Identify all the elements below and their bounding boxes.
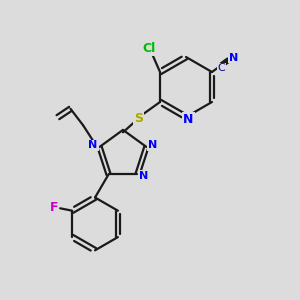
Text: S: S — [134, 112, 143, 125]
Text: N: N — [88, 140, 98, 150]
Text: N: N — [139, 171, 148, 181]
Text: N: N — [229, 52, 239, 63]
Text: F: F — [50, 201, 58, 214]
Text: N: N — [183, 113, 194, 126]
Text: C: C — [218, 63, 226, 74]
Text: Cl: Cl — [142, 42, 155, 56]
Text: N: N — [148, 140, 157, 150]
